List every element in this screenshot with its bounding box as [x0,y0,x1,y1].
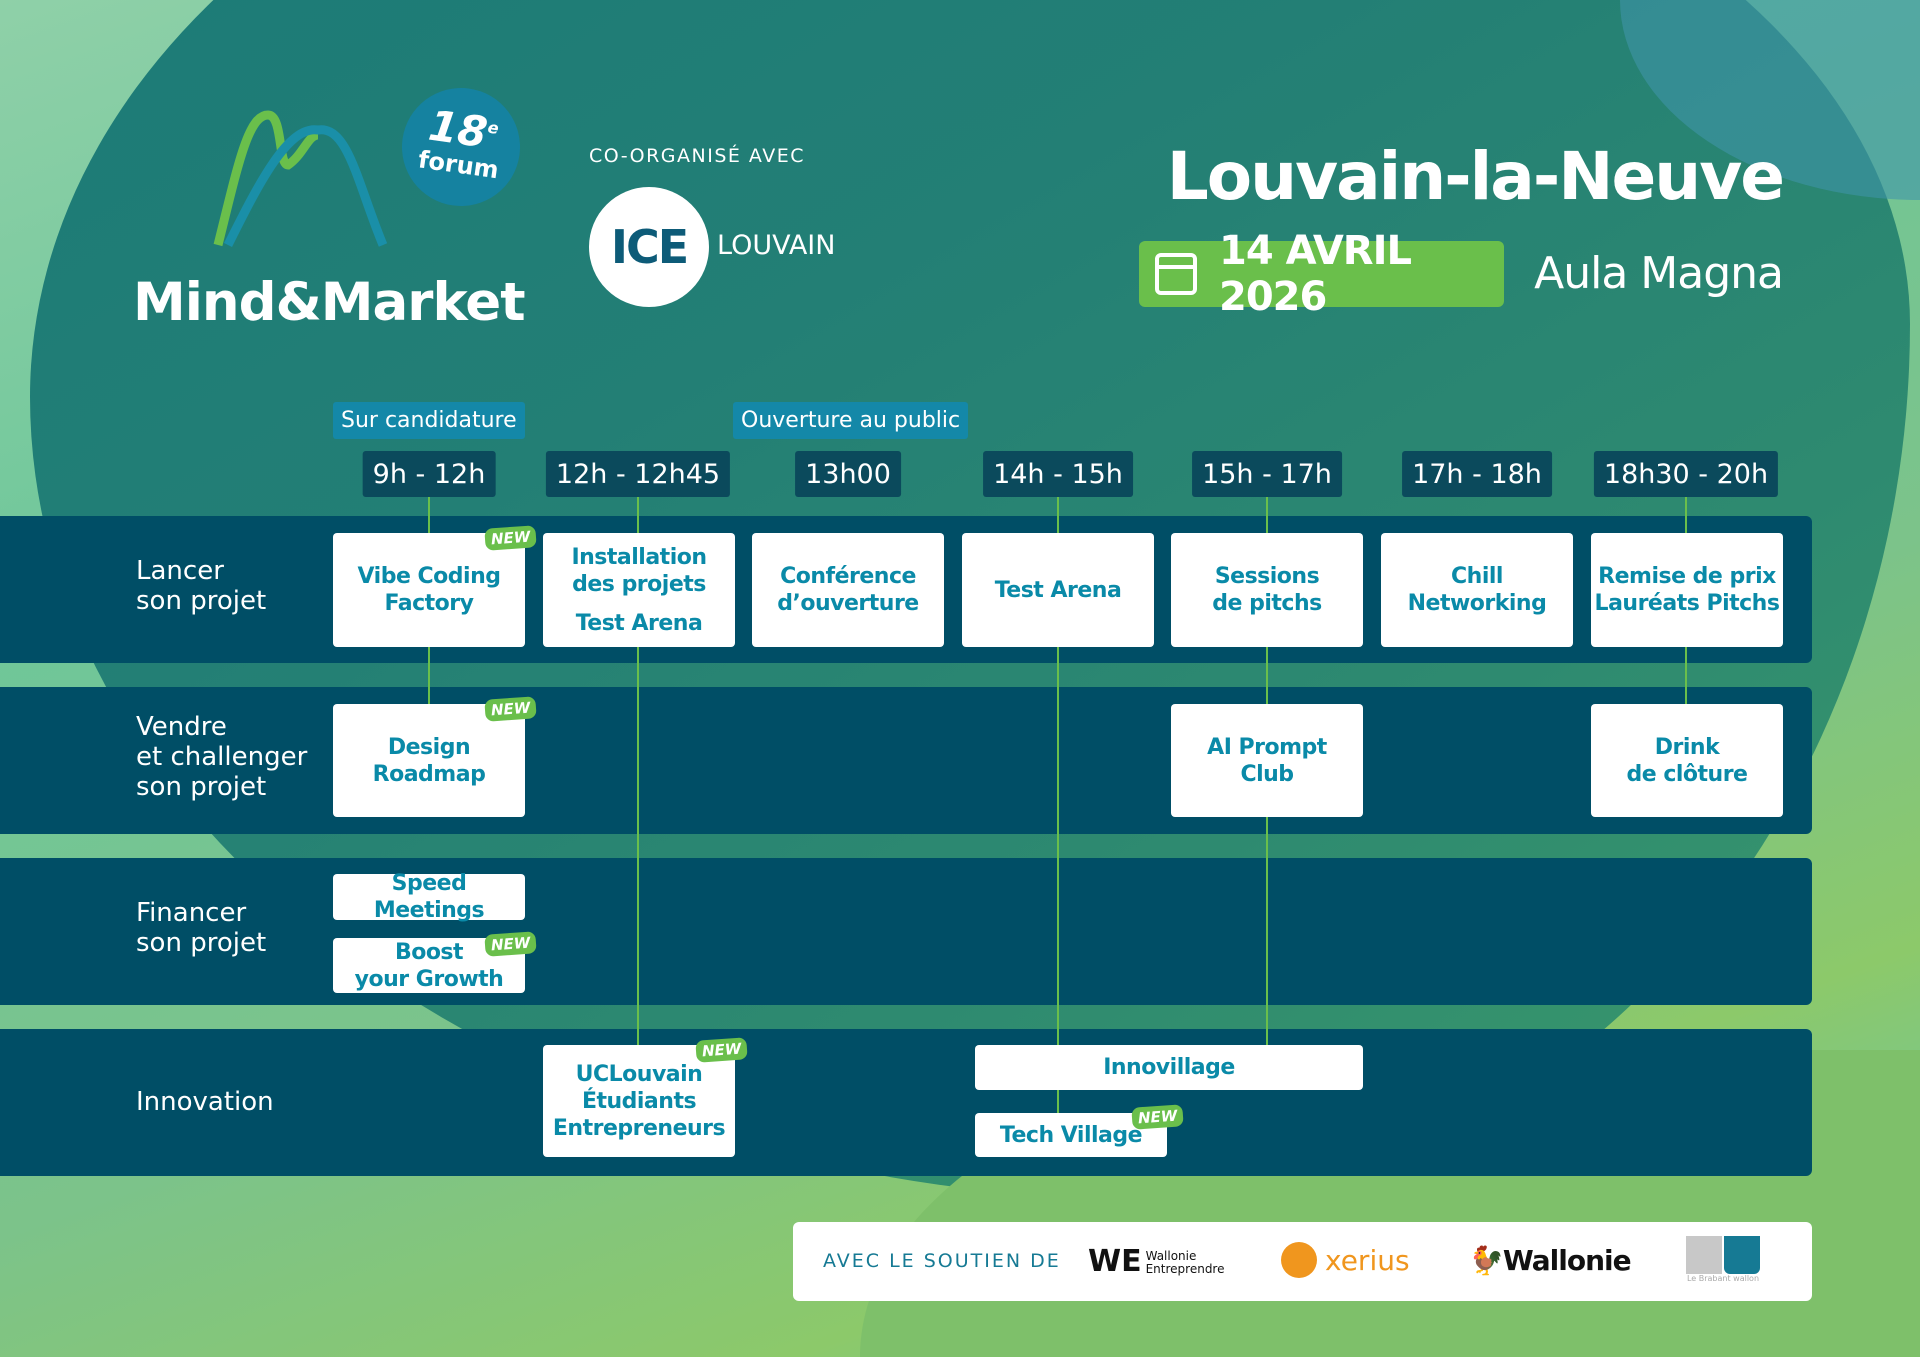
time-slot: 14h - 15h [983,451,1133,497]
partner-name: LOUVAIN [717,230,836,261]
session-card[interactable]: Test Arena [962,533,1154,647]
bw-icon [1686,1236,1760,1274]
session-card[interactable]: Chill Networking [1381,533,1573,647]
new-badge: NEW [484,931,538,957]
edition-suffix: e [486,117,500,138]
calendar-icon [1155,253,1197,295]
session-title-line: Speed Meetings [373,871,485,923]
row-label-line: Innovation [136,1087,274,1117]
date-badge: 14 AVRIL 2026 [1139,228,1504,320]
time-slot: 9h - 12h [362,451,496,497]
session-card[interactable]: Sessions de pitchs [1171,533,1363,647]
row-label: Vendre et challenger son projet [136,712,307,802]
time-slot: 12h - 12h45 [545,451,731,497]
session-title-line: Factory [384,591,474,616]
session-card[interactable]: UCLouvain Étudiants Entrepreneurs [543,1045,735,1157]
session-title-line: Tech Village [999,1122,1143,1148]
session-card[interactable]: Vibe Coding Factory [333,533,525,647]
sponsor-name: WE [1088,1244,1142,1279]
session-title-line: Test Arena [575,610,703,636]
session-title-line: Chill [1451,564,1503,589]
sponsors-label: AVEC LE SOUTIEN DE [823,1250,1061,1272]
time-slot: 15h - 17h [1192,451,1342,497]
coorganized-label: CO-ORGANISÉ AVEC [589,145,805,167]
new-badge: NEW [484,696,538,722]
session-title-line: Vibe Coding [357,564,501,589]
row-label: Lancer son projet [136,556,266,616]
row-label-line: son projet [136,928,267,958]
session-title-line: Test Arena [994,577,1122,603]
new-badge: NEW [695,1037,749,1063]
city-title: Louvain-la-Neuve [1166,138,1785,215]
row-label-line: son projet [136,586,267,616]
session-title-line: Conférence [780,564,916,589]
new-badge: NEW [1131,1104,1185,1130]
session-card[interactable]: Design Roadmap [333,704,525,817]
mind-market-logo-icon [213,110,388,248]
session-title-line: Étudiants [581,1088,697,1114]
session-title-line: Club [1240,761,1294,787]
access-tag: Ouverture au public [733,402,969,439]
time-slot: 17h - 18h [1402,451,1552,497]
session-title-line: d’ouverture [777,591,919,616]
session-title-line: Design [387,734,471,760]
session-title-line: de clôture [1626,761,1748,787]
row-label: Financer son projet [136,898,266,958]
row-label: Innovation [136,1087,274,1117]
sponsor-sub: Le Brabant wallon [1686,1274,1760,1283]
time-slot: 13h00 [795,451,901,497]
session-title-line: Innovillage [1103,1055,1235,1080]
sponsor-sub: Entreprendre [1145,1261,1225,1276]
venue: Aula Magna [1534,248,1784,299]
session-title-line: AI Prompt [1207,734,1327,760]
session-title-line: Lauréats Pitchs [1594,591,1780,616]
time-slot: 18h30 - 20h [1593,451,1779,497]
session-title-line: UCLouvain [575,1061,703,1087]
sponsor-sub: Wallonie [1145,1248,1197,1263]
access-tag: Sur candidature [333,402,525,439]
session-title-line: Networking [1407,591,1547,616]
session-card[interactable]: Innovillage [975,1045,1363,1090]
row-band [0,1029,1812,1176]
session-title-line: Boost [394,939,464,965]
row-label-line: Financer [136,898,247,928]
row-label-line: et challenger [136,742,308,772]
row-label-line: Vendre [136,712,227,742]
session-title-line: Drink [1654,734,1720,760]
session-title-line: Sessions [1214,564,1320,589]
session-title-line: Roadmap [372,761,486,787]
session-card[interactable]: Remise de prix Lauréats Pitchs [1591,533,1783,647]
sponsor-we-logo: WE Wallonie Entreprendre [1088,1244,1224,1279]
session-title-line: des projets [572,571,706,597]
ice-logo: ICE [589,187,709,307]
sponsor-xerius-logo: xerius [1281,1242,1410,1278]
connector-line [637,496,639,1045]
session-card[interactable]: Conférence d’ouverture [752,533,944,647]
session-card[interactable]: Installation des projets Test Arena [543,533,735,647]
sponsor-name: Wallonie [1502,1244,1632,1277]
session-title-line: your Growth [354,966,504,992]
brand-name: Mind&Market [133,272,526,333]
session-title-line: Entrepreneurs [552,1115,726,1141]
connector-line [1057,496,1059,1113]
sponsor-bw-logo: Le Brabant wallon [1686,1236,1760,1283]
sponsor-name: xerius [1325,1243,1410,1277]
row-band [0,858,1812,1005]
new-badge: NEW [484,525,538,551]
rooster-icon: 🐓 [1469,1244,1504,1277]
session-card[interactable]: Speed Meetings [333,871,525,923]
session-card[interactable]: AI Prompt Club [1171,704,1363,817]
event-date: 14 AVRIL 2026 [1219,228,1412,320]
sponsors-bar: AVEC LE SOUTIEN DE WE Wallonie Entreprendr… [793,1222,1812,1301]
session-title-line: de pitchs [1212,591,1322,616]
sponsor-wallonie-logo: 🐓Wallonie [1469,1244,1632,1277]
row-label-line: Lancer [136,556,224,586]
row-label-line: son projet [136,772,267,802]
session-title-line: Remise de prix [1598,564,1776,589]
row-band [0,687,1812,834]
session-card[interactable]: Drink de clôture [1591,704,1783,817]
xerius-icon [1281,1242,1317,1278]
session-title-line: Installation [571,544,707,570]
